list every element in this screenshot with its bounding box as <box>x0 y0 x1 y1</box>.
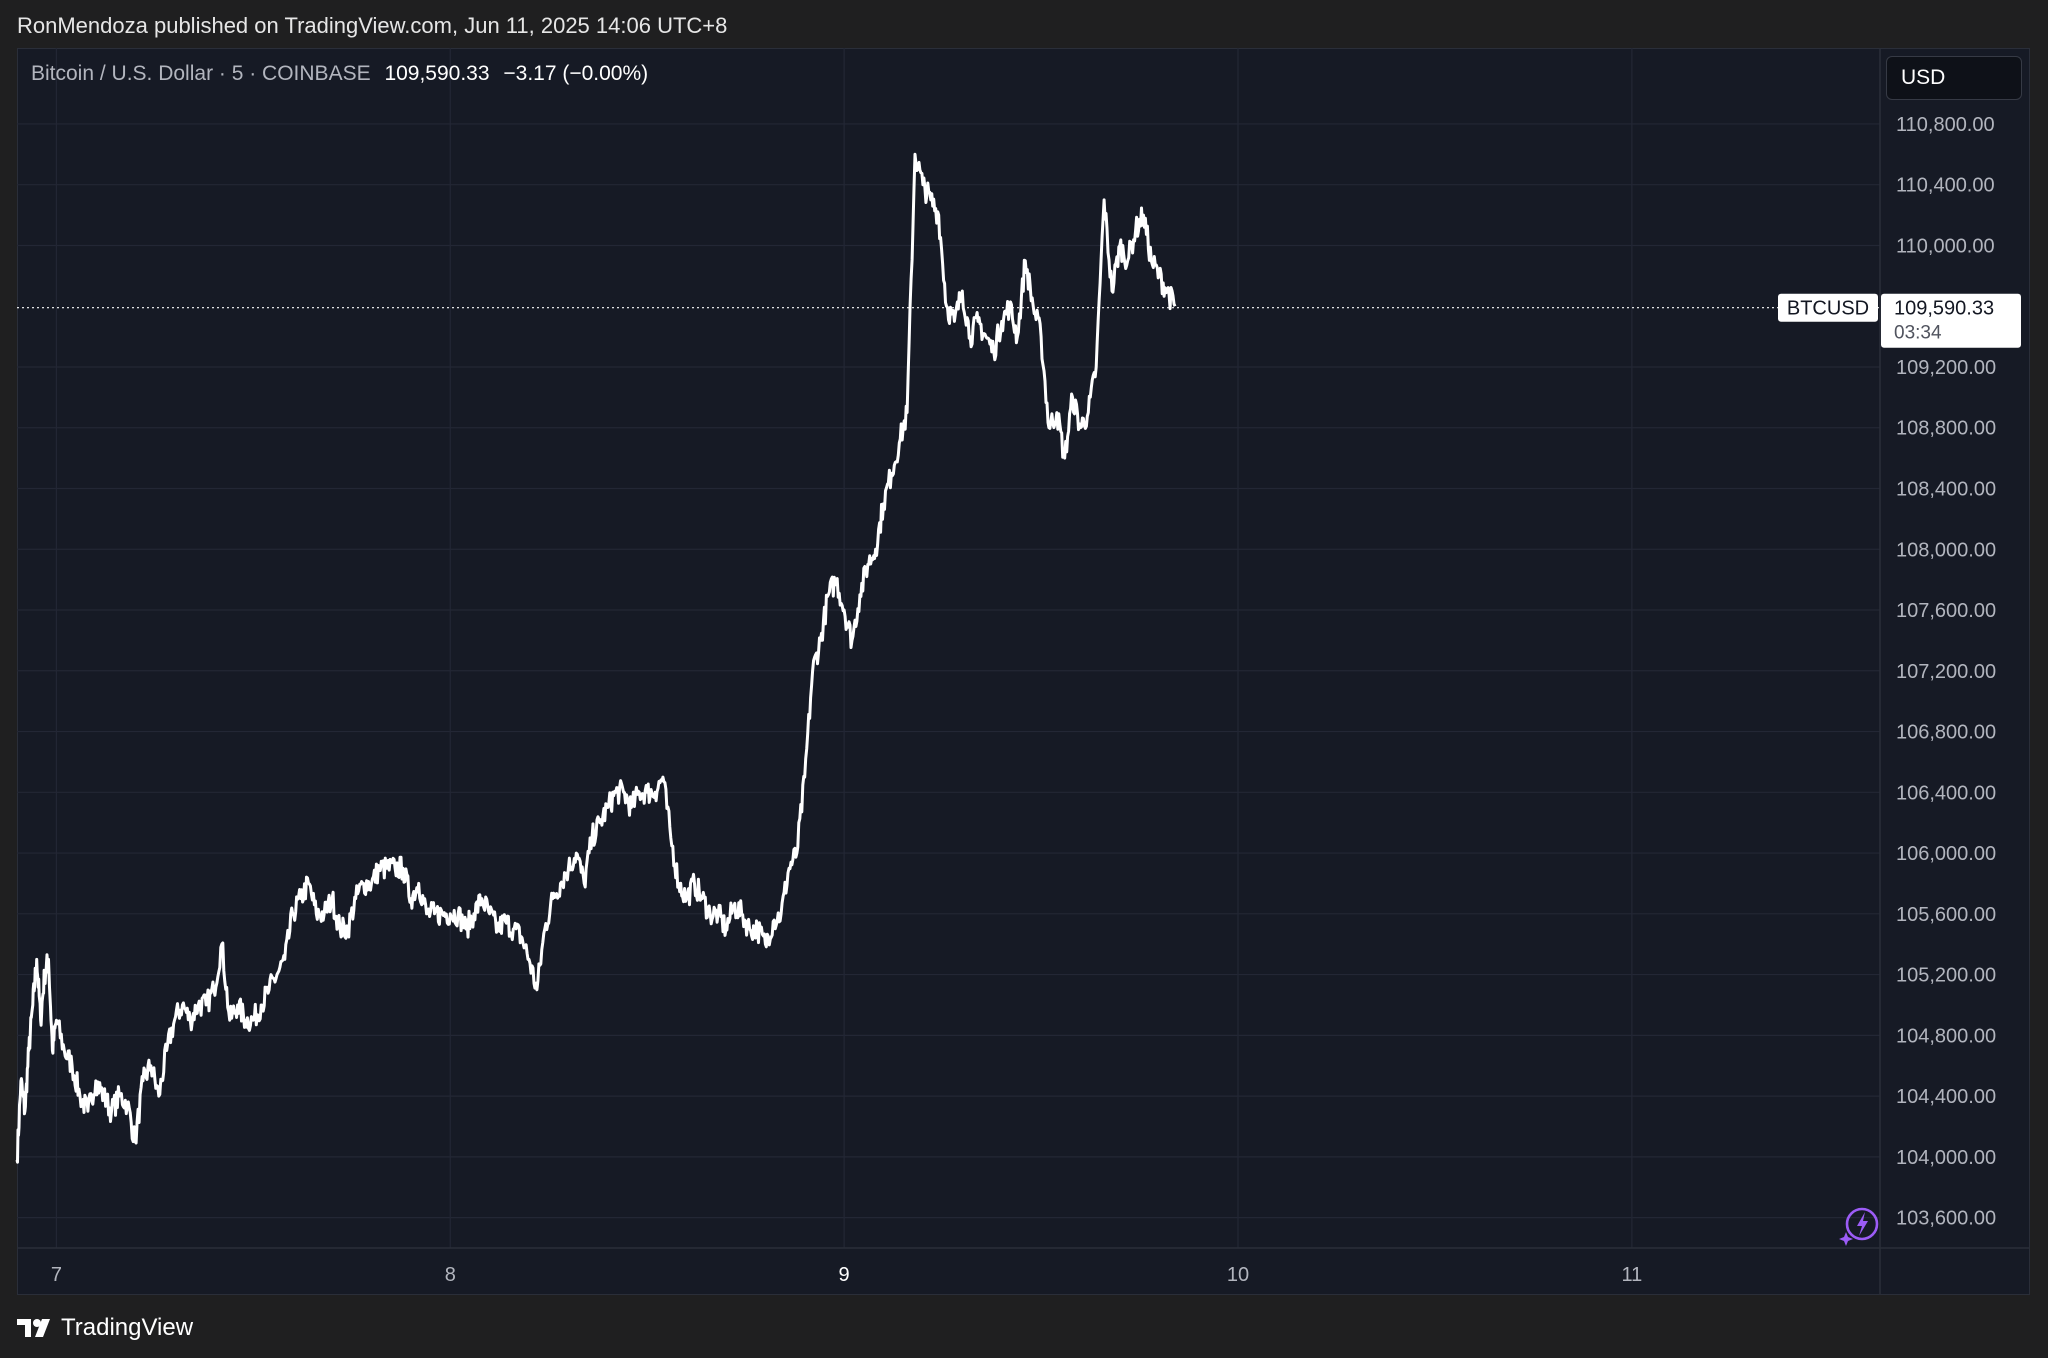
x-tick-label: 8 <box>445 1264 456 1286</box>
y-tick-label: 110,800.00 <box>1896 114 1995 136</box>
legend-last-price: 109,590.33 <box>384 62 490 85</box>
y-tick-label: 105,200.00 <box>1896 965 1996 987</box>
last-price-tag: BTCUSD 109,590.33 03:34 <box>1778 293 2021 348</box>
x-tick-label: 7 <box>51 1264 62 1286</box>
symbol-name: Bitcoin / U.S. Dollar · 5 · COINBASE <box>31 62 371 85</box>
y-tick-label: 110,400.00 <box>1896 175 1995 197</box>
y-tick-label: 106,000.00 <box>1896 843 1996 865</box>
price-tag-value: 109,590.33 <box>1894 298 1994 320</box>
chart-axes: 110,800.00 110,400.00 110,000.00 109,200.00… <box>17 48 2030 1295</box>
y-tick-label: 109,200.00 <box>1896 357 1996 379</box>
chart-pane[interactable] <box>17 48 2030 1295</box>
y-tick-label: 104,000.00 <box>1896 1147 1996 1169</box>
y-tick-label: 106,400.00 <box>1896 782 1996 804</box>
y-tick-label: 106,800.00 <box>1896 722 1996 744</box>
x-tick-label: 9 <box>839 1264 850 1286</box>
y-tick-label: 108,800.00 <box>1896 418 1996 440</box>
y-tick-label: 103,600.00 <box>1896 1208 1996 1230</box>
symbol-legend[interactable]: Bitcoin / U.S. Dollar · 5 · COINBASE 109… <box>31 62 648 86</box>
legend-change: −3.17 (−0.00%) <box>503 62 649 85</box>
y-tick-label: 110,000.00 <box>1896 235 1995 257</box>
btcusd-price-series <box>15 152 1177 1164</box>
currency-button[interactable]: USD <box>1886 56 2022 100</box>
y-tick-label: 105,600.00 <box>1896 904 1996 926</box>
chart-grid <box>17 48 1880 1248</box>
lightning-bolt-icon[interactable] <box>1838 1204 1880 1246</box>
y-tick-label: 107,200.00 <box>1896 661 1996 683</box>
x-tick-label: 11 <box>1621 1264 1642 1286</box>
price-tag-bg <box>1881 293 2021 348</box>
footer-brand[interactable]: TradingView <box>17 1314 193 1342</box>
y-tick-label: 104,800.00 <box>1896 1025 1996 1047</box>
y-tick-label: 108,400.00 <box>1896 479 1996 501</box>
y-tick-label: 108,000.00 <box>1896 539 1996 561</box>
bar-countdown: 03:34 <box>1894 323 1942 344</box>
x-tick-label: 10 <box>1227 1264 1249 1286</box>
footer-brand-label: TradingView <box>61 1314 194 1341</box>
tradingview-logo-icon <box>17 1319 50 1337</box>
y-tick-label: 107,600.00 <box>1896 600 1996 622</box>
y-tick-label: 104,400.00 <box>1896 1086 1996 1108</box>
ticker-tag-bg <box>1778 293 1878 322</box>
ticker-tag-label: BTCUSD <box>1787 298 1869 320</box>
published-caption: RonMendoza published on TradingView.com,… <box>17 13 728 38</box>
